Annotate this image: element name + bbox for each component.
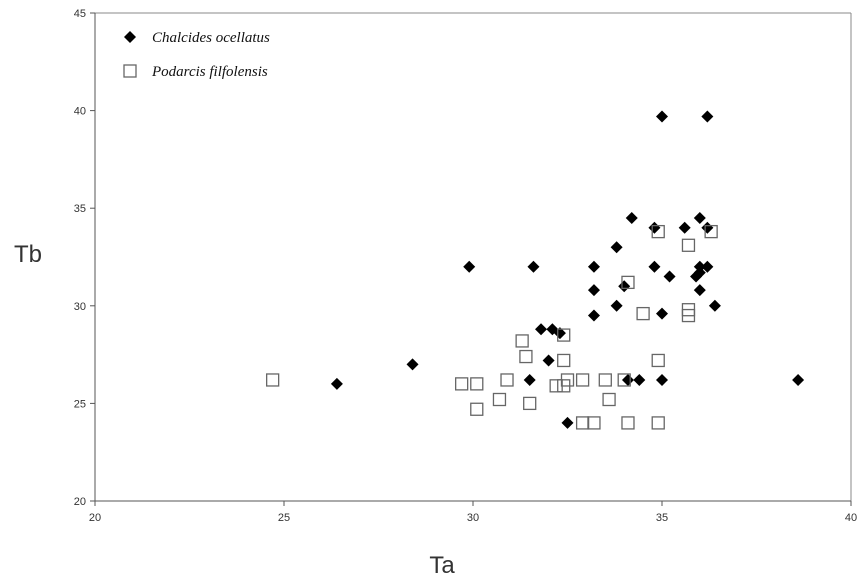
y-axis: 20 25 30 35 40 45 bbox=[74, 8, 95, 508]
data-point bbox=[598, 373, 612, 387]
data-point bbox=[587, 309, 600, 322]
data-point bbox=[792, 373, 805, 386]
data-point bbox=[557, 328, 571, 342]
data-point bbox=[633, 373, 646, 386]
data-point bbox=[651, 353, 665, 368]
data-point bbox=[621, 275, 635, 290]
series-podarcis-filfolensis bbox=[266, 224, 718, 430]
data-point bbox=[560, 373, 575, 387]
data-point bbox=[678, 221, 691, 234]
data-point bbox=[406, 358, 419, 371]
data-point bbox=[656, 110, 668, 123]
data-point bbox=[648, 260, 661, 273]
y-tick-label: 20 bbox=[74, 496, 86, 508]
legend: Chalcides ocellatus Podarcis filfolensis bbox=[123, 30, 270, 80]
data-point bbox=[704, 224, 718, 239]
data-point bbox=[693, 211, 706, 224]
data-point bbox=[681, 238, 696, 252]
data-point bbox=[617, 373, 631, 387]
y-tick-label: 35 bbox=[74, 203, 86, 215]
data-point bbox=[515, 334, 529, 348]
data-point bbox=[587, 284, 600, 297]
x-tick-label: 40 bbox=[845, 512, 857, 524]
legend-label-podarcis: Podarcis filfolensis bbox=[151, 64, 268, 80]
data-point bbox=[610, 299, 623, 312]
plot-area bbox=[94, 12, 852, 502]
data-point bbox=[625, 211, 638, 224]
data-point bbox=[553, 327, 566, 340]
legend-square-marker bbox=[123, 64, 137, 78]
data-point bbox=[330, 377, 343, 390]
data-point bbox=[561, 416, 574, 429]
data-point bbox=[693, 266, 706, 279]
x-tick-label: 30 bbox=[467, 512, 479, 524]
data-point bbox=[575, 373, 590, 387]
data-point bbox=[463, 260, 476, 273]
series-chalcides-ocellatus bbox=[330, 110, 805, 429]
data-point bbox=[587, 260, 600, 273]
data-point bbox=[542, 354, 555, 367]
data-point bbox=[527, 260, 540, 273]
data-point bbox=[701, 260, 714, 273]
data-point bbox=[523, 396, 537, 411]
legend-label-chalcides: Chalcides ocellatus bbox=[152, 30, 270, 46]
data-point bbox=[575, 416, 590, 430]
data-point bbox=[651, 416, 665, 430]
data-point bbox=[651, 224, 665, 239]
data-point bbox=[610, 241, 623, 254]
data-point bbox=[693, 284, 706, 297]
data-point bbox=[549, 379, 563, 393]
data-point bbox=[470, 402, 484, 416]
data-point bbox=[621, 416, 635, 430]
data-point bbox=[621, 373, 634, 386]
data-point bbox=[656, 373, 668, 386]
data-point bbox=[636, 306, 650, 321]
data-point bbox=[266, 373, 280, 387]
y-tick-label: 40 bbox=[74, 106, 86, 118]
x-tick-label: 35 bbox=[656, 512, 668, 524]
data-point bbox=[587, 416, 601, 430]
data-point bbox=[455, 377, 469, 391]
data-point bbox=[535, 323, 548, 336]
data-point bbox=[681, 308, 696, 323]
data-point bbox=[701, 110, 714, 123]
y-tick-label: 25 bbox=[74, 398, 86, 410]
data-point bbox=[602, 392, 616, 407]
data-point bbox=[500, 373, 514, 387]
data-point bbox=[492, 392, 507, 407]
y-axis-title: Tb bbox=[14, 241, 42, 268]
y-tick-label: 30 bbox=[74, 301, 86, 313]
data-point bbox=[708, 299, 721, 312]
legend-marker-chalcides bbox=[124, 31, 136, 43]
data-point bbox=[701, 221, 714, 234]
data-point bbox=[663, 270, 676, 283]
x-tick-label: 25 bbox=[278, 512, 290, 524]
data-points bbox=[266, 110, 805, 430]
x-axis: 20 25 30 35 40 bbox=[89, 501, 857, 524]
data-point bbox=[519, 349, 533, 364]
data-point bbox=[557, 353, 571, 368]
data-point bbox=[618, 280, 631, 293]
legend-marker-podarcis bbox=[123, 64, 137, 78]
legend-diamond-marker bbox=[124, 31, 136, 43]
x-axis-title: Ta bbox=[429, 552, 455, 579]
data-point bbox=[648, 221, 661, 234]
y-tick-label: 45 bbox=[74, 8, 86, 20]
data-point bbox=[523, 373, 536, 386]
data-point bbox=[470, 377, 484, 391]
data-point bbox=[656, 307, 668, 320]
x-tick-label: 20 bbox=[89, 512, 101, 524]
